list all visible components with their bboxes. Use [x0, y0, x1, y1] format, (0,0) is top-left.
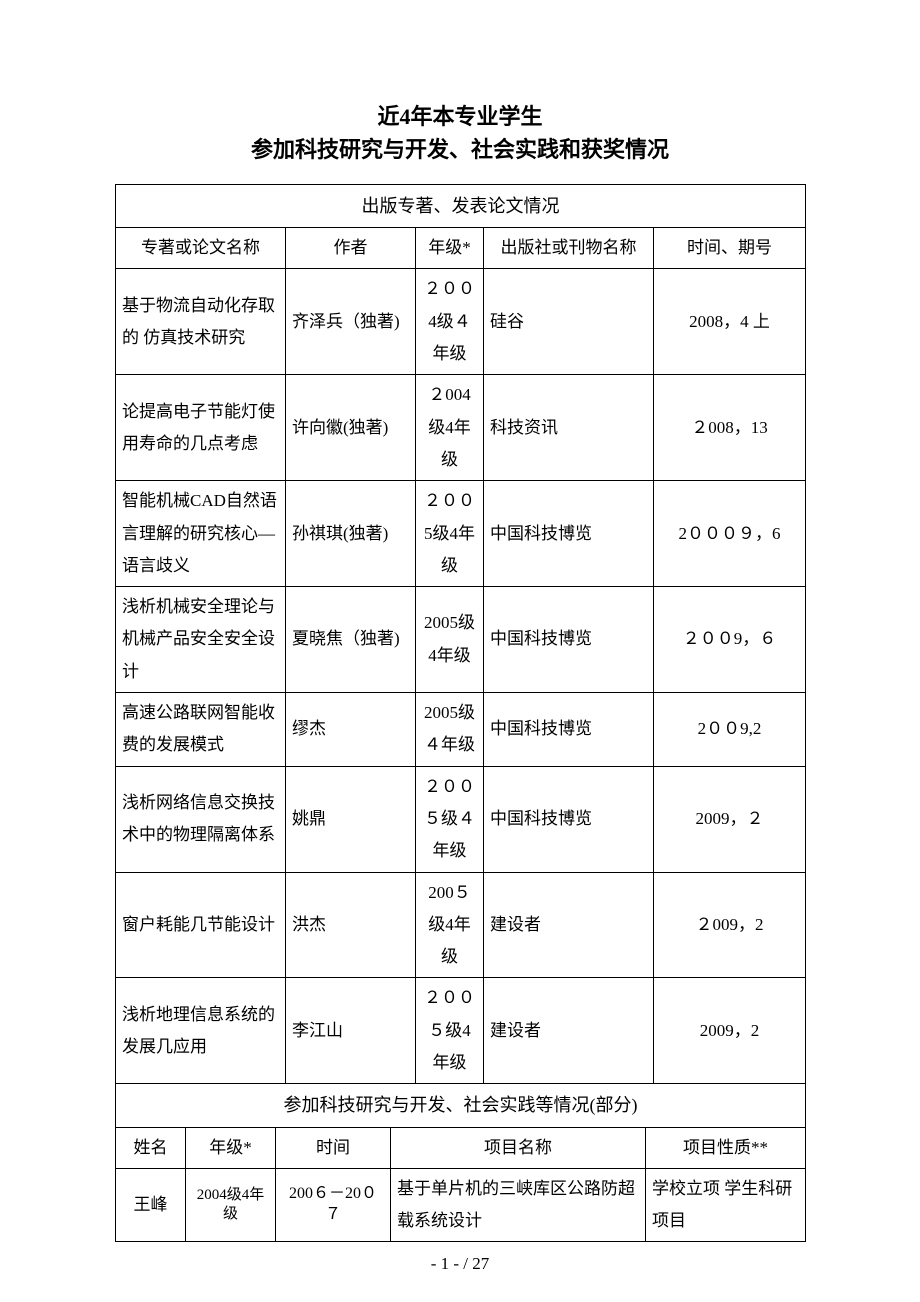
- cell-date: 2008，4 上: [654, 269, 806, 375]
- cell-title: 窗户耗能几节能设计: [116, 872, 286, 978]
- title-line-2: 参加科技研究与开发、社会实践和获奖情况: [115, 133, 805, 166]
- cell-author: 姚鼎: [286, 766, 416, 872]
- cell-author: 孙祺琪(独著): [286, 481, 416, 587]
- cell-grade: ２００５级４年级: [416, 766, 484, 872]
- cell-type: 学校立项 学生科研项目: [646, 1168, 806, 1242]
- cell-grade: ２００4级４年级: [416, 269, 484, 375]
- table-row: 王峰 2004级4年级 200６－20０７ 基于单片机的三峡库区公路防超载系统设…: [116, 1168, 806, 1242]
- cell-grade: ２００5级4年级: [416, 481, 484, 587]
- cell-author: 缪杰: [286, 693, 416, 767]
- table-section-header-row: 参加科技研究与开发、社会实践等情况(部分): [116, 1084, 806, 1127]
- table-row: 浅析网络信息交换技术中的物理隔离体系 姚鼎 ２００５级４年级 中国科技博览 20…: [116, 766, 806, 872]
- section-header: 参加科技研究与开发、社会实践等情况(部分): [116, 1084, 806, 1127]
- cell-title: 基于物流自动化存取的 仿真技术研究: [116, 269, 286, 375]
- cell-author: 齐泽兵（独著): [286, 269, 416, 375]
- col-header: 时间、期号: [654, 228, 806, 269]
- cell-title: 论提高电子节能灯使用寿命的几点考虑: [116, 375, 286, 481]
- research-table: 参加科技研究与开发、社会实践等情况(部分) 姓名 年级* 时间 项目名称 项目性…: [115, 1084, 806, 1242]
- cell-grade: ２004级4年级: [416, 375, 484, 481]
- cell-publisher: 中国科技博览: [484, 587, 654, 693]
- cell-publisher: 中国科技博览: [484, 766, 654, 872]
- col-header: 年级*: [186, 1127, 276, 1168]
- cell-grade: 2004级4年级: [186, 1168, 276, 1242]
- table-row: 智能机械CAD自然语言理解的研究核心—语言歧义 孙祺琪(独著) ２００5级4年级…: [116, 481, 806, 587]
- table-row: 浅析机械安全理论与机械产品安全安全设计 夏晓焦（独著) 2005级4年级 中国科…: [116, 587, 806, 693]
- cell-date: 2009，2: [654, 978, 806, 1084]
- col-header: 项目名称: [391, 1127, 646, 1168]
- page-number: - 1 - / 27: [0, 1254, 920, 1274]
- cell-title: 浅析网络信息交换技术中的物理隔离体系: [116, 766, 286, 872]
- cell-grade: ２００５级4年级: [416, 978, 484, 1084]
- table-row: 论提高电子节能灯使用寿命的几点考虑 许向徽(独著) ２004级4年级 科技资讯 …: [116, 375, 806, 481]
- cell-date: 2009，２: [654, 766, 806, 872]
- col-header: 作者: [286, 228, 416, 269]
- cell-author: 夏晓焦（独著): [286, 587, 416, 693]
- cell-title: 浅析地理信息系统的发展几应用: [116, 978, 286, 1084]
- col-header: 专著或论文名称: [116, 228, 286, 269]
- cell-author: 洪杰: [286, 872, 416, 978]
- cell-grade: 2005级４年级: [416, 693, 484, 767]
- cell-name: 王峰: [116, 1168, 186, 1242]
- table-header-row: 专著或论文名称 作者 年级* 出版社或刊物名称 时间、期号: [116, 228, 806, 269]
- title-line-1: 近4年本专业学生: [115, 100, 805, 133]
- cell-publisher: 硅谷: [484, 269, 654, 375]
- cell-date: 2０００９，6: [654, 481, 806, 587]
- col-header: 出版社或刊物名称: [484, 228, 654, 269]
- table-section-header-row: 出版专著、发表论文情况: [116, 185, 806, 228]
- col-header: 姓名: [116, 1127, 186, 1168]
- table-row: 高速公路联网智能收费的发展模式 缪杰 2005级４年级 中国科技博览 2００9,…: [116, 693, 806, 767]
- cell-author: 许向徽(独著): [286, 375, 416, 481]
- cell-project: 基于单片机的三峡库区公路防超载系统设计: [391, 1168, 646, 1242]
- page-title: 近4年本专业学生 参加科技研究与开发、社会实践和获奖情况: [115, 100, 805, 166]
- publications-table: 出版专著、发表论文情况 专著或论文名称 作者 年级* 出版社或刊物名称 时间、期…: [115, 184, 806, 1084]
- cell-publisher: 中国科技博览: [484, 481, 654, 587]
- table-row: 浅析地理信息系统的发展几应用 李江山 ２００５级4年级 建设者 2009，2: [116, 978, 806, 1084]
- cell-title: 浅析机械安全理论与机械产品安全安全设计: [116, 587, 286, 693]
- col-header: 时间: [276, 1127, 391, 1168]
- cell-author: 李江山: [286, 978, 416, 1084]
- cell-date: ２００9，６: [654, 587, 806, 693]
- cell-grade: 2005级4年级: [416, 587, 484, 693]
- cell-date: 2００9,2: [654, 693, 806, 767]
- cell-publisher: 建设者: [484, 978, 654, 1084]
- cell-time: 200６－20０７: [276, 1168, 391, 1242]
- cell-publisher: 科技资讯: [484, 375, 654, 481]
- section-header: 出版专著、发表论文情况: [116, 185, 806, 228]
- col-header: 项目性质**: [646, 1127, 806, 1168]
- cell-date: ２009，2: [654, 872, 806, 978]
- cell-date: ２008，13: [654, 375, 806, 481]
- table-row: 窗户耗能几节能设计 洪杰 200５级4年级 建设者 ２009，2: [116, 872, 806, 978]
- cell-title: 智能机械CAD自然语言理解的研究核心—语言歧义: [116, 481, 286, 587]
- table-row: 基于物流自动化存取的 仿真技术研究 齐泽兵（独著) ２００4级４年级 硅谷 20…: [116, 269, 806, 375]
- cell-grade: 200５级4年级: [416, 872, 484, 978]
- col-header: 年级*: [416, 228, 484, 269]
- table-header-row: 姓名 年级* 时间 项目名称 项目性质**: [116, 1127, 806, 1168]
- cell-title: 高速公路联网智能收费的发展模式: [116, 693, 286, 767]
- cell-publisher: 建设者: [484, 872, 654, 978]
- cell-publisher: 中国科技博览: [484, 693, 654, 767]
